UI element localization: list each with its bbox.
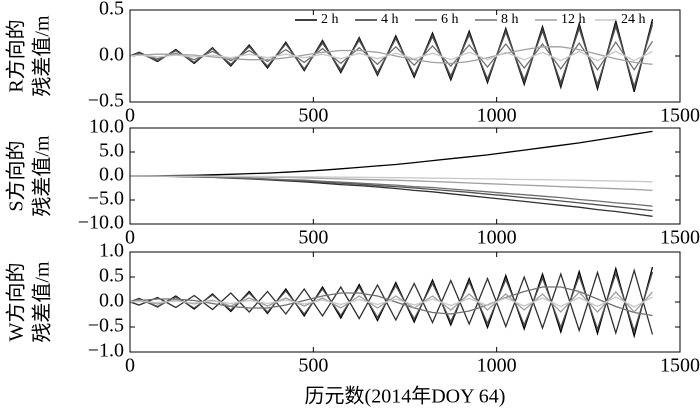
y-tick-label: 5.0 xyxy=(99,140,124,162)
y-tick-label: 0.5 xyxy=(99,0,124,20)
y-tick-label: 0.5 xyxy=(99,265,124,287)
y-tick-label: −5.0 xyxy=(88,188,124,210)
x-axis-label: 历元数(2014年DOY 64) xyxy=(305,385,506,408)
series-line xyxy=(129,286,653,317)
panel: −0.5 0.0 0.5 0 500 1000 1500 R方向的 残差值/m xyxy=(5,0,700,127)
y-axis-label: W方向的 xyxy=(5,263,28,342)
y-tick-label: −1.0 xyxy=(88,340,124,362)
series-line xyxy=(130,130,653,177)
x-tick-label: 500 xyxy=(298,355,328,377)
x-tick-label: 1000 xyxy=(477,105,517,127)
x-tick-label: 1500 xyxy=(660,355,700,377)
series-line xyxy=(129,50,653,62)
y-tick-label: 1.0 xyxy=(99,240,124,262)
y-tick-label: 0.0 xyxy=(99,44,124,66)
legend-label: 24 h xyxy=(621,12,646,27)
plot-frame xyxy=(129,127,681,225)
x-tick-label: 1000 xyxy=(477,227,517,249)
series-line xyxy=(129,296,653,308)
x-tick-label: 1500 xyxy=(660,105,700,127)
x-tick-label: 500 xyxy=(298,105,328,127)
y-tick-label: 0.0 xyxy=(99,164,124,186)
y-axis-label: 残差值/m xyxy=(31,15,54,97)
x-tick-label: 0 xyxy=(125,227,135,249)
y-tick-label: −0.5 xyxy=(88,90,124,112)
y-tick-label: 0.0 xyxy=(99,290,124,312)
x-tick-label: 0 xyxy=(125,105,135,127)
plot-frame xyxy=(129,251,681,353)
legend: 2 h 4 h 6 h 8 h 12 h 24 h xyxy=(295,12,646,27)
y-tick-label: −0.5 xyxy=(88,315,124,337)
panel: −1.0 −0.5 0.0 0.5 1.0 0 500 1000 1500 W方向的 残差值/m 历元… xyxy=(5,240,700,408)
series-line xyxy=(129,46,653,65)
y-axis-label: S方向的 xyxy=(5,140,28,211)
y-tick-label: 10.0 xyxy=(89,116,124,138)
x-tick-label: 1500 xyxy=(660,227,700,249)
legend-label: 6 h xyxy=(441,12,459,27)
series-line xyxy=(130,175,653,212)
x-tick-label: 500 xyxy=(298,227,328,249)
series-line xyxy=(130,175,653,183)
y-axis-label: R方向的 xyxy=(5,19,28,92)
y-axis-label: 残差值/m xyxy=(31,261,54,343)
x-tick-label: 1000 xyxy=(477,355,517,377)
legend-label: 12 h xyxy=(561,12,586,27)
panel: −10.0−5.00.05.010.0 0 500 1000 1500 S方向的 残差值/m xyxy=(5,116,700,249)
y-tick-label: −10.0 xyxy=(78,212,124,234)
series-line xyxy=(130,175,653,217)
x-tick-label: 0 xyxy=(125,355,135,377)
plot-frame xyxy=(129,9,681,103)
legend-label: 4 h xyxy=(381,12,399,27)
y-axis-label: 残差值/m xyxy=(31,135,54,217)
legend-label: 2 h xyxy=(321,12,339,27)
legend-label: 8 h xyxy=(501,12,519,27)
